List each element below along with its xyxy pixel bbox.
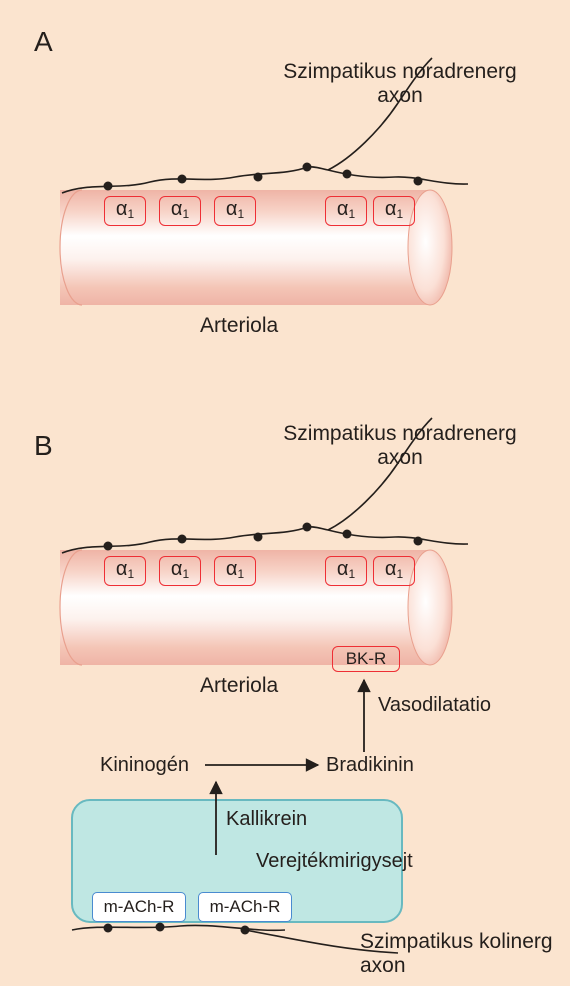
panelB-letter: B bbox=[34, 430, 53, 462]
alpha1-receptor: α1 bbox=[104, 196, 146, 226]
panelA-letter: A bbox=[34, 26, 53, 58]
alpha1-receptor: α1 bbox=[104, 556, 146, 586]
panelA-axon-label: Szimpatikus noradrenerg axon bbox=[270, 60, 530, 108]
alpha1-receptor: α1 bbox=[214, 196, 256, 226]
panelB-arteriola: Arteriola bbox=[200, 674, 278, 698]
alpha1-receptor: α1 bbox=[373, 556, 415, 586]
kallikrein-label: Kallikrein bbox=[226, 808, 307, 831]
alpha1-receptor: α1 bbox=[214, 556, 256, 586]
alpha1-receptor: α1 bbox=[325, 556, 367, 586]
vasodilatatio-label: Vasodilatatio bbox=[378, 694, 491, 717]
cholinergic-axon-label: Szimpatikus kolinerg axon bbox=[360, 930, 560, 978]
alpha1-receptor: α1 bbox=[325, 196, 367, 226]
alpha1-receptor: α1 bbox=[159, 556, 201, 586]
alpha1-receptor: α1 bbox=[373, 196, 415, 226]
panelA-arteriola: Arteriola bbox=[200, 314, 278, 338]
alpha1-receptor: α1 bbox=[159, 196, 201, 226]
cholinergic-varicosities bbox=[104, 923, 250, 935]
diagram-svg bbox=[0, 0, 570, 986]
bkr-receptor: BK-R bbox=[332, 646, 400, 672]
mach-receptor: m-ACh-R bbox=[198, 892, 292, 922]
panelB-axon-label: Szimpatikus noradrenerg axon bbox=[270, 422, 530, 470]
sweat-label: Verejtékmirigysejt bbox=[256, 850, 413, 873]
kininogen-label: Kininogén bbox=[100, 754, 189, 777]
mach-receptor: m-ACh-R bbox=[92, 892, 186, 922]
bradikinin-label: Bradikinin bbox=[326, 754, 414, 777]
cholinergic-axon bbox=[72, 925, 398, 953]
